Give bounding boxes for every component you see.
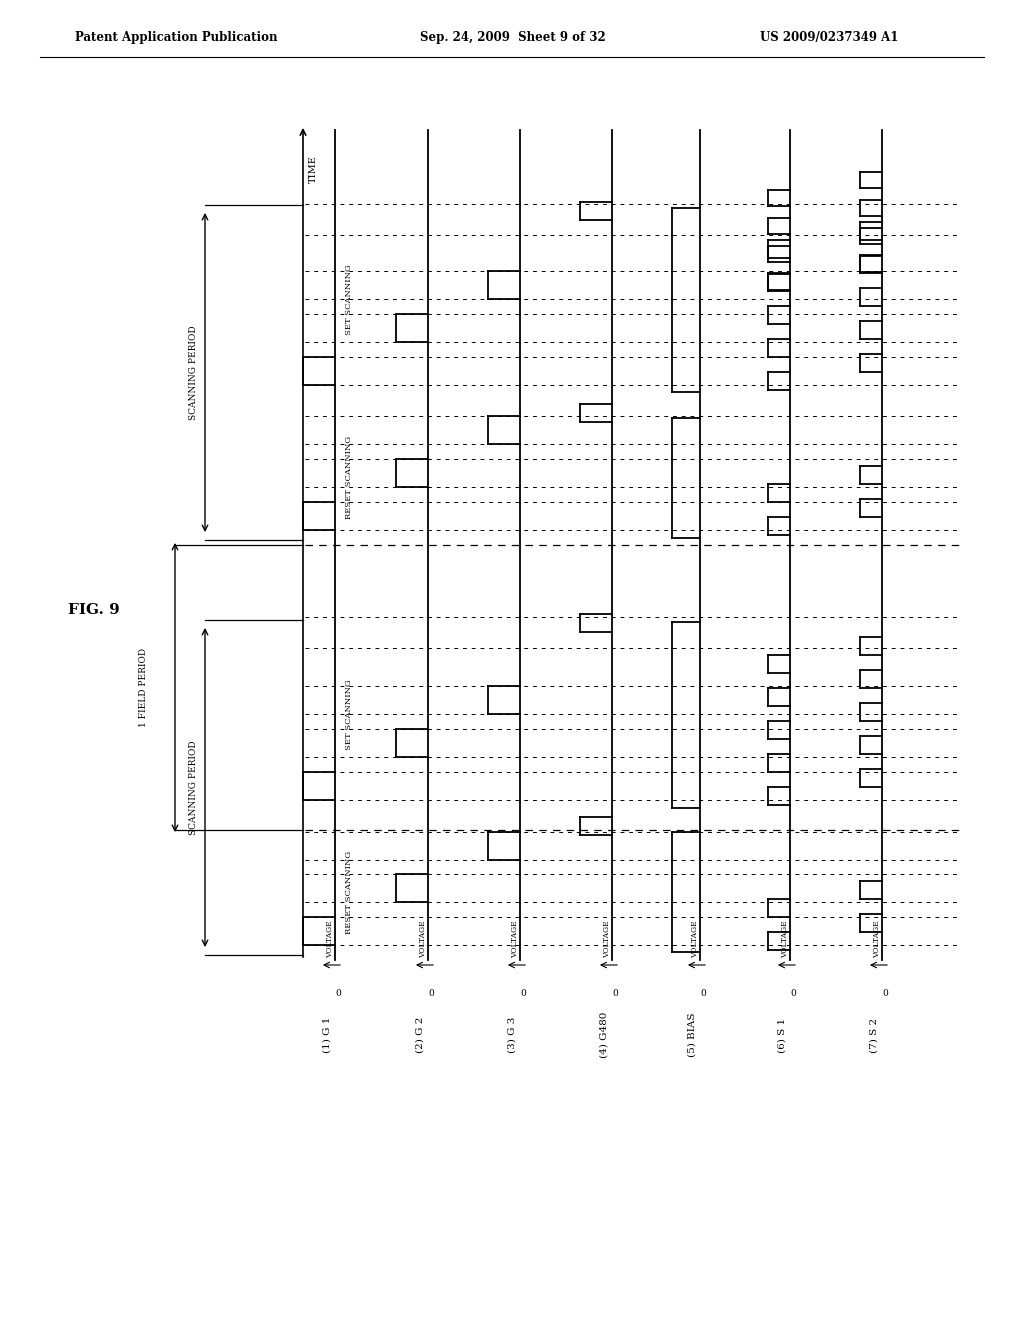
Text: VOLTAGE: VOLTAGE: [326, 920, 334, 958]
Text: Sep. 24, 2009  Sheet 9 of 32: Sep. 24, 2009 Sheet 9 of 32: [420, 30, 606, 44]
Text: VOLTAGE: VOLTAGE: [691, 920, 699, 958]
Text: VOLTAGE: VOLTAGE: [781, 920, 790, 958]
Text: VOLTAGE: VOLTAGE: [873, 920, 881, 958]
Text: SET SCANNING: SET SCANNING: [345, 680, 353, 750]
Text: 0: 0: [700, 990, 706, 998]
Text: (7) S 2: (7) S 2: [869, 1018, 879, 1052]
Text: US 2009/0237349 A1: US 2009/0237349 A1: [760, 30, 898, 44]
Text: (6) S 1: (6) S 1: [777, 1018, 786, 1052]
Text: VOLTAGE: VOLTAGE: [511, 920, 519, 958]
Text: (3) G 3: (3) G 3: [508, 1016, 516, 1053]
Text: 0: 0: [882, 990, 888, 998]
Text: SCANNING PERIOD: SCANNING PERIOD: [188, 741, 198, 834]
Text: (1) G 1: (1) G 1: [323, 1016, 332, 1053]
Text: Patent Application Publication: Patent Application Publication: [75, 30, 278, 44]
Text: TIME: TIME: [309, 154, 318, 183]
Text: SCANNING PERIOD: SCANNING PERIOD: [188, 325, 198, 420]
Text: 0: 0: [520, 990, 526, 998]
Text: VOLTAGE: VOLTAGE: [603, 920, 611, 958]
Text: 0: 0: [335, 990, 341, 998]
Text: FIG. 9: FIG. 9: [68, 603, 120, 616]
Text: 1 FIELD PERIOD: 1 FIELD PERIOD: [138, 648, 147, 727]
Text: RESET SCANNING: RESET SCANNING: [345, 436, 353, 519]
Text: 0: 0: [612, 990, 617, 998]
Text: 0: 0: [791, 990, 796, 998]
Text: (4) G480: (4) G480: [599, 1012, 608, 1059]
Text: VOLTAGE: VOLTAGE: [419, 920, 427, 958]
Text: 0: 0: [428, 990, 434, 998]
Text: (2) G 2: (2) G 2: [416, 1016, 425, 1053]
Text: (5) BIAS: (5) BIAS: [687, 1012, 696, 1057]
Text: RESET SCANNING: RESET SCANNING: [345, 851, 353, 935]
Text: SET SCANNING: SET SCANNING: [345, 264, 353, 335]
